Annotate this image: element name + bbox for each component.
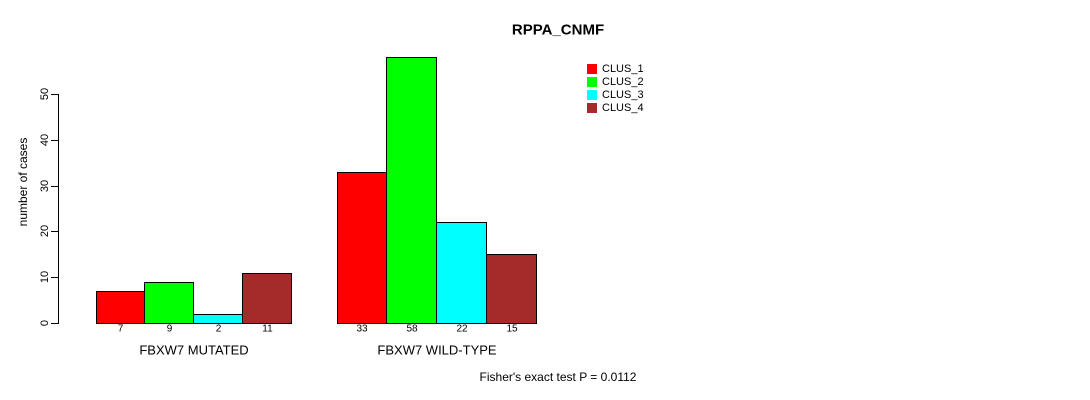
legend-label-clus_4: CLUS_4	[602, 102, 644, 114]
fisher-test-annotation: Fisher's exact test P = 0.0112	[479, 370, 637, 384]
y-axis-tick-label: 50	[39, 87, 51, 101]
bar-value-label: 33	[356, 323, 368, 335]
bar-value-label: 7	[117, 323, 124, 335]
y-axis-tick-label: 0	[39, 319, 51, 327]
bar-clus_2	[144, 282, 194, 324]
y-axis-tick	[51, 231, 58, 232]
legend-swatch-clus_1	[587, 64, 597, 74]
bar-value-label: 58	[406, 323, 418, 335]
bar-value-label: 15	[506, 323, 518, 335]
bar-clus_3	[436, 222, 487, 324]
chart-title: RPPA_CNMF	[511, 21, 605, 39]
bar-clus_3	[193, 314, 243, 324]
y-axis-tick	[51, 186, 58, 187]
bar-value-label: 22	[456, 323, 468, 335]
legend-swatch-clus_2	[587, 77, 597, 87]
legend-swatch-clus_4	[587, 103, 597, 113]
y-axis-line	[58, 94, 59, 324]
y-axis-tick	[51, 323, 58, 324]
bar-value-label: 2	[215, 323, 222, 335]
legend-label-clus_3: CLUS_3	[602, 89, 644, 101]
legend-swatch-clus_3	[587, 90, 597, 100]
bar-value-label: 9	[166, 323, 173, 335]
y-axis-tick	[51, 140, 58, 141]
bar-clus_4	[242, 273, 292, 324]
y-axis-tick-label: 10	[39, 270, 51, 284]
y-axis-label: number of cases	[16, 137, 30, 227]
legend-label-clus_2: CLUS_2	[602, 76, 644, 88]
y-axis-tick	[51, 277, 58, 278]
bar-clus_4	[486, 254, 537, 324]
y-axis-tick	[51, 94, 58, 95]
y-axis-tick-label: 20	[39, 224, 51, 238]
bar-clus_1	[337, 172, 387, 324]
bar-clus_2	[386, 57, 437, 324]
y-axis-tick-label: 30	[39, 179, 51, 193]
group-label: FBXW7 MUTATED	[139, 342, 249, 358]
bar-value-label: 11	[262, 323, 273, 335]
y-axis-tick-label: 40	[39, 133, 51, 147]
legend-label-clus_1: CLUS_1	[602, 63, 644, 75]
bar-clus_1	[96, 291, 145, 324]
group-label: FBXW7 WILD-TYPE	[377, 342, 497, 358]
